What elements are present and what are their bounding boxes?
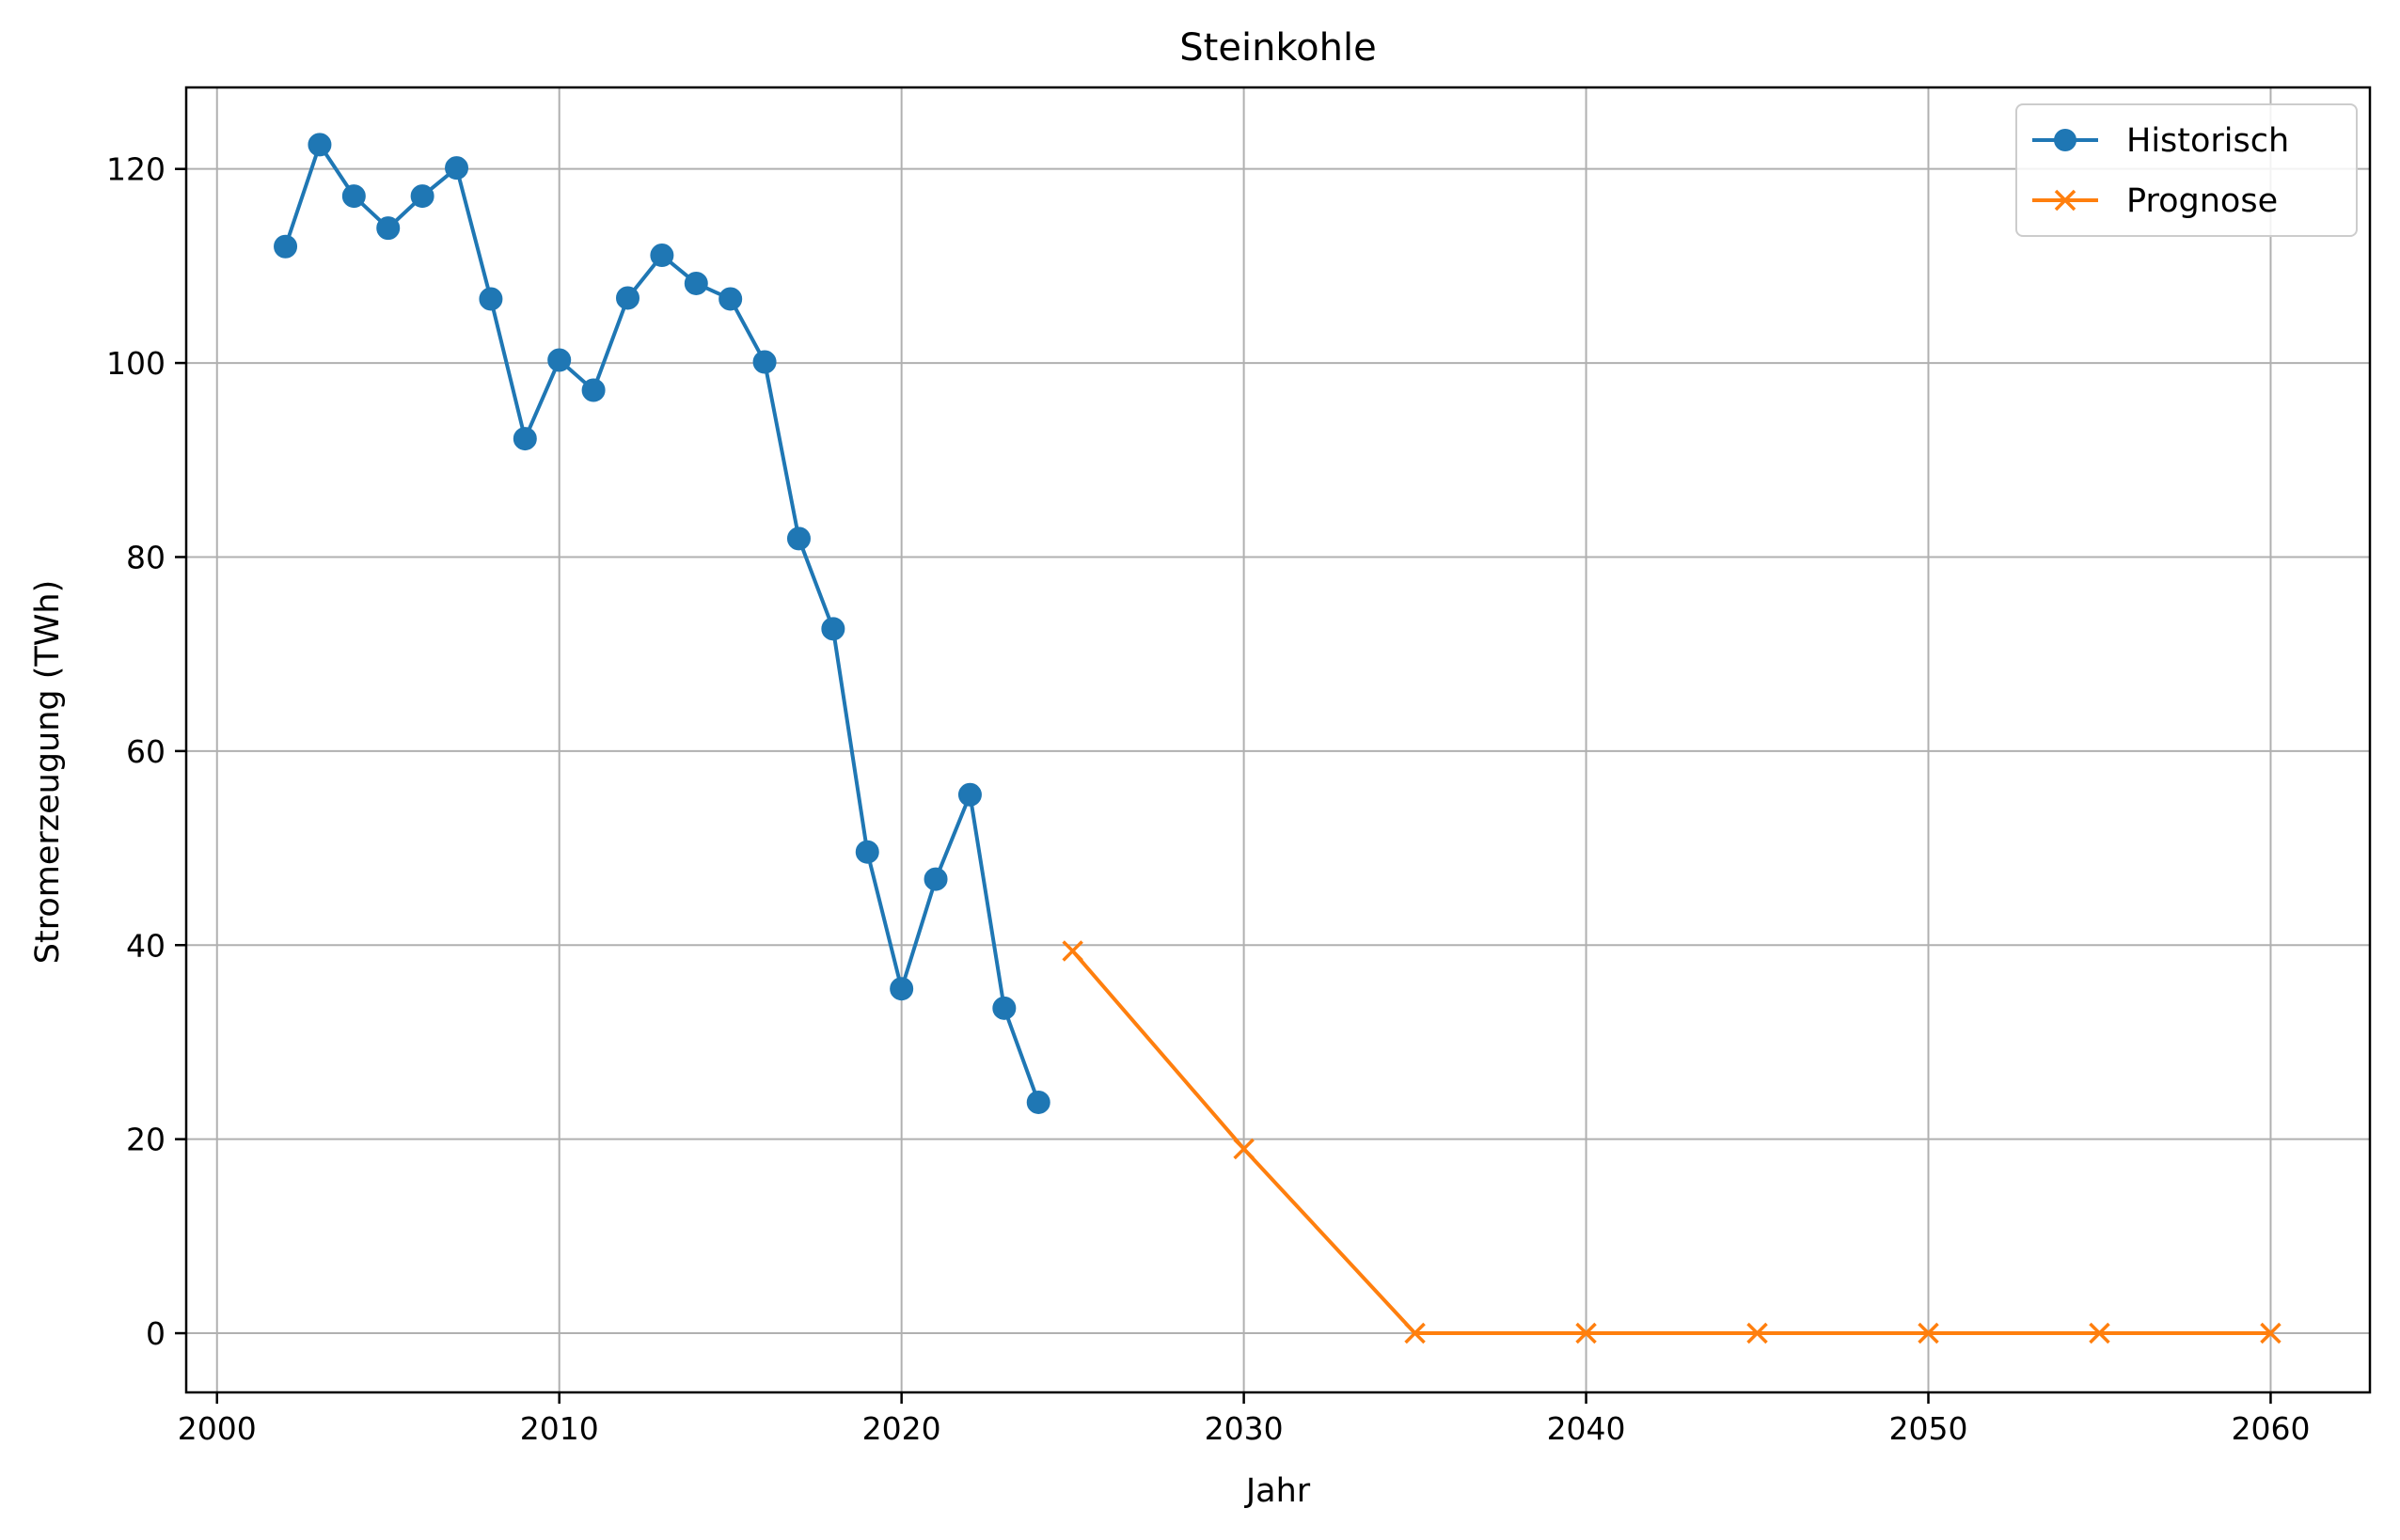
data-point: [650, 244, 674, 268]
legend-marker-circle: [2054, 129, 2076, 151]
chart-title: Steinkohle: [1179, 26, 1376, 70]
data-point: [2260, 1322, 2282, 1344]
y-tick-label: 120: [106, 151, 166, 188]
x-tick-label: 2060: [2231, 1410, 2310, 1447]
data-point: [890, 977, 914, 1001]
data-point: [581, 378, 606, 402]
x-axis-title: Jahr: [1244, 1472, 1311, 1510]
data-point: [513, 427, 537, 451]
x-tick-label: 2020: [862, 1410, 941, 1447]
data-point: [341, 184, 366, 209]
axes-layer: 2000 2010 2020 2030 2040 2050 2060020406080100…: [106, 86, 2372, 1447]
data-point: [1404, 1322, 1426, 1344]
data-point: [1575, 1322, 1597, 1344]
data-point: [821, 617, 845, 641]
y-tick-label: 0: [146, 1315, 166, 1352]
y-tick-label: 20: [126, 1122, 166, 1158]
legend: Historisch Prognose: [2015, 103, 2358, 237]
data-point: [752, 350, 777, 374]
data-point: [957, 782, 982, 807]
grid-layer: [186, 87, 2370, 1392]
data-point: [1062, 940, 1083, 962]
series-line: [283, 142, 1041, 1106]
data-point: [445, 156, 469, 181]
x-tick-label: 2010: [520, 1410, 599, 1447]
legend-marker-x: [2054, 189, 2076, 212]
legend-item-prognose: Prognose: [2032, 182, 2278, 220]
series-historisch: [274, 133, 1050, 1114]
data-point: [410, 184, 434, 209]
data-point: [1918, 1322, 1939, 1344]
data-point: [924, 867, 948, 891]
data-point: [684, 271, 708, 295]
x-tick-label: 2000: [178, 1410, 257, 1447]
data-point: [274, 234, 298, 259]
data-point: [376, 216, 401, 241]
data-point: [992, 996, 1017, 1020]
data-point: [786, 526, 811, 551]
data-point: [1026, 1090, 1050, 1114]
series-line: [1069, 948, 2273, 1336]
y-tick-label: 100: [106, 345, 166, 382]
legend-box: [2015, 103, 2358, 237]
data-point: [308, 133, 332, 157]
x-tick-label: 2050: [1889, 1410, 1968, 1447]
legend-label: Prognose: [2126, 182, 2278, 220]
data-point: [1746, 1322, 1768, 1344]
data-point: [855, 840, 879, 864]
series-prognose: [1062, 940, 2282, 1344]
x-tick-label: 2040: [1547, 1410, 1626, 1447]
data-point: [2089, 1322, 2110, 1344]
y-tick-label: 40: [126, 927, 166, 964]
legend-item-historisch: Historisch: [2032, 122, 2289, 160]
series-layer: [274, 133, 2282, 1344]
plot-frame: [184, 86, 2372, 1394]
y-tick-label: 60: [126, 733, 166, 770]
data-point: [547, 348, 572, 372]
data-point: [718, 287, 743, 311]
data-point: [1233, 1138, 1255, 1160]
legend-label: Historisch: [2126, 122, 2289, 160]
x-tick-label: 2030: [1205, 1410, 1284, 1447]
y-tick-label: 80: [126, 539, 166, 575]
data-point: [479, 287, 503, 311]
data-point: [615, 286, 639, 310]
y-axis-title: Stromerzeugung (TWh): [29, 580, 67, 964]
